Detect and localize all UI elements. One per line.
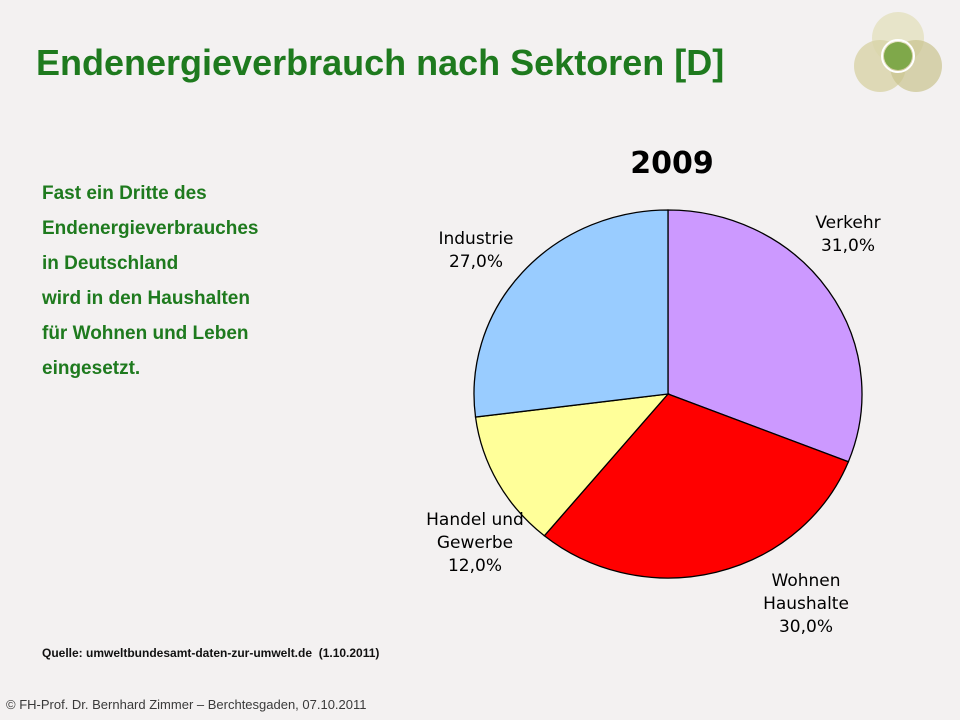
pie-slices: [473, 209, 863, 579]
pie-chart: 2009 Verkehr 31,0% Wohnen Haushalte 30,0% Han…: [426, 146, 880, 637]
slice-category-label: Wohnen: [772, 571, 841, 591]
chart-title: 2009: [630, 146, 714, 181]
intro-text: Fast ein Dritte des Endenergieverbrauche…: [42, 176, 362, 386]
pie-slice: [543, 393, 850, 579]
slice-value-label: 30,0%: [779, 617, 833, 637]
page-title: Endenergieverbrauch nach Sektoren [D]: [36, 42, 725, 83]
slice-category-label: Industrie: [438, 229, 513, 249]
intro-line: für Wohnen und Leben: [42, 323, 249, 344]
pie-slice: [473, 209, 669, 418]
pie-labels: Verkehr 31,0% Wohnen Haushalte 30,0% Handel u…: [426, 213, 880, 637]
slice-category-label: Haushalte: [763, 594, 849, 614]
slice-value-label: 12,0%: [448, 556, 502, 576]
pie-slice: [474, 393, 670, 537]
slice-value-label: 31,0%: [821, 236, 875, 256]
intro-line: wird in den Haushalten: [42, 288, 250, 309]
footer-text: © FH-Prof. Dr. Bernhard Zimmer – Berchte…: [6, 697, 367, 712]
intro-line: eingesetzt.: [42, 358, 141, 379]
slice-value-label: 27,0%: [449, 252, 503, 272]
slice-category-label: Gewerbe: [437, 533, 513, 553]
intro-line: Endenergieverbrauches: [42, 218, 259, 239]
source-note: Quelle: umweltbundesamt-daten-zur-umwelt…: [42, 646, 380, 660]
slice-category-label: Handel und: [426, 510, 524, 530]
intro-line: Fast ein Dritte des: [42, 183, 207, 204]
slice-category-label: Verkehr: [815, 213, 880, 233]
pie-slice: [667, 209, 863, 463]
intro-line: in Deutschland: [42, 253, 179, 274]
overlapping-circles-logo-icon: [854, 12, 942, 92]
